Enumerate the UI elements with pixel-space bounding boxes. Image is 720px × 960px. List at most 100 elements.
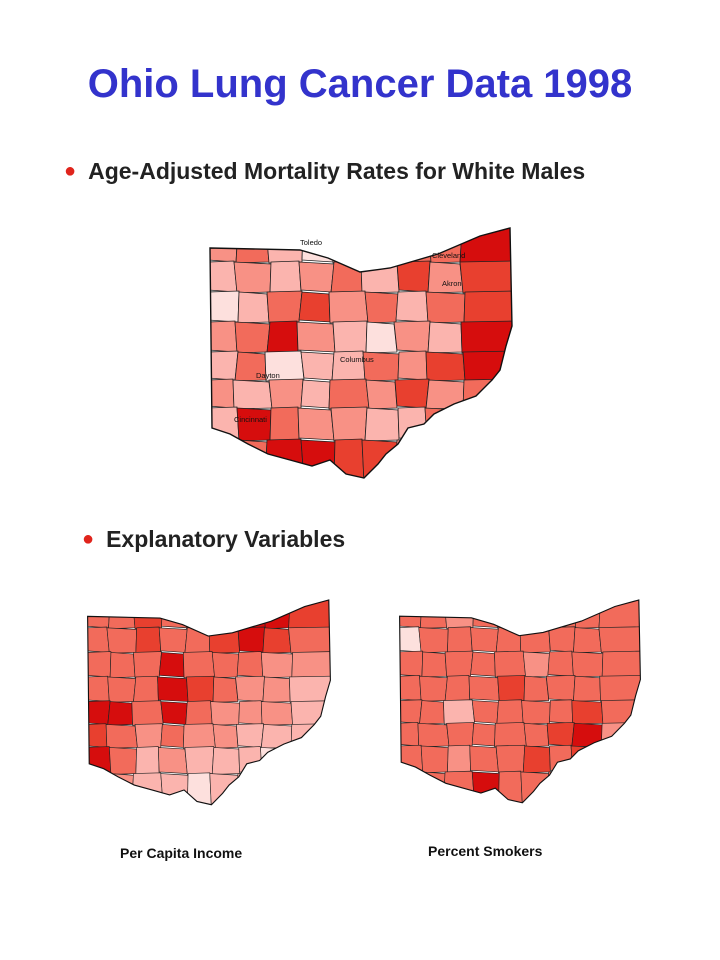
county	[460, 320, 512, 354]
county	[570, 745, 601, 774]
county	[269, 260, 302, 294]
county	[420, 745, 449, 774]
county	[107, 676, 137, 703]
bullet-explanatory: ● Explanatory Variables	[82, 526, 345, 553]
county	[236, 407, 272, 442]
county	[418, 627, 449, 654]
county	[262, 627, 292, 654]
county	[396, 260, 431, 293]
county	[444, 650, 474, 678]
county	[573, 627, 602, 654]
county	[447, 744, 471, 774]
county	[601, 650, 641, 678]
county	[470, 651, 496, 677]
county	[425, 379, 465, 410]
county	[185, 700, 213, 726]
county	[298, 261, 335, 293]
county	[427, 261, 464, 294]
county	[160, 701, 188, 725]
county	[182, 651, 215, 679]
county	[210, 350, 239, 381]
city-label-toledo: Toledo	[300, 238, 322, 247]
state-outline	[209, 227, 513, 479]
county	[598, 600, 641, 629]
county	[235, 675, 265, 702]
county	[87, 626, 110, 653]
county	[210, 228, 239, 263]
county	[459, 438, 512, 478]
county	[446, 722, 475, 748]
county	[328, 378, 370, 410]
county	[419, 675, 448, 702]
county	[300, 439, 336, 478]
county	[210, 260, 238, 293]
county	[395, 290, 429, 323]
county	[260, 747, 290, 775]
county	[132, 600, 163, 629]
bullet-dot-icon: ●	[64, 160, 77, 182]
county	[288, 600, 331, 629]
county	[429, 439, 461, 478]
county	[291, 651, 331, 679]
county	[158, 627, 188, 653]
bullet-dot-icon: ●	[82, 528, 95, 550]
county	[288, 626, 331, 654]
county	[105, 724, 138, 749]
city-label-akron: Akron	[442, 279, 462, 288]
county	[393, 320, 431, 353]
county	[158, 747, 188, 774]
county	[109, 652, 136, 679]
county	[135, 746, 160, 775]
county	[232, 379, 273, 410]
state-outline	[87, 599, 331, 806]
county	[264, 773, 289, 805]
county	[425, 291, 466, 324]
county	[210, 438, 241, 478]
county	[87, 772, 113, 805]
county	[87, 700, 111, 725]
county	[444, 675, 471, 702]
county	[210, 701, 240, 726]
city-label-columbus: Columbus	[340, 355, 374, 364]
county	[425, 351, 466, 382]
county	[237, 291, 270, 324]
county	[598, 770, 641, 803]
county	[573, 675, 601, 702]
county	[300, 379, 331, 409]
state-outline	[399, 599, 641, 804]
county	[289, 675, 331, 703]
county	[262, 676, 291, 703]
county	[394, 378, 430, 409]
county	[394, 438, 432, 478]
county	[419, 700, 445, 725]
county	[87, 600, 111, 629]
county	[235, 600, 266, 629]
county	[298, 291, 331, 323]
county	[264, 438, 305, 478]
county	[571, 651, 604, 678]
county	[522, 745, 551, 774]
county	[330, 228, 367, 264]
county	[399, 600, 423, 628]
county	[600, 699, 641, 725]
county	[548, 626, 576, 653]
county	[364, 407, 400, 442]
county	[598, 626, 641, 654]
county	[238, 700, 263, 725]
county	[296, 321, 336, 353]
county	[462, 350, 512, 382]
county	[87, 675, 110, 702]
county	[266, 290, 303, 324]
county	[133, 651, 162, 679]
county	[469, 745, 499, 773]
county	[571, 700, 604, 725]
county	[158, 652, 185, 678]
county	[260, 724, 293, 749]
county	[184, 746, 215, 775]
county	[468, 675, 500, 701]
page-title: Ohio Lung Cancer Data 1998	[87, 62, 633, 106]
county	[399, 770, 424, 803]
county	[300, 351, 335, 381]
county	[496, 699, 524, 725]
county	[236, 651, 264, 678]
